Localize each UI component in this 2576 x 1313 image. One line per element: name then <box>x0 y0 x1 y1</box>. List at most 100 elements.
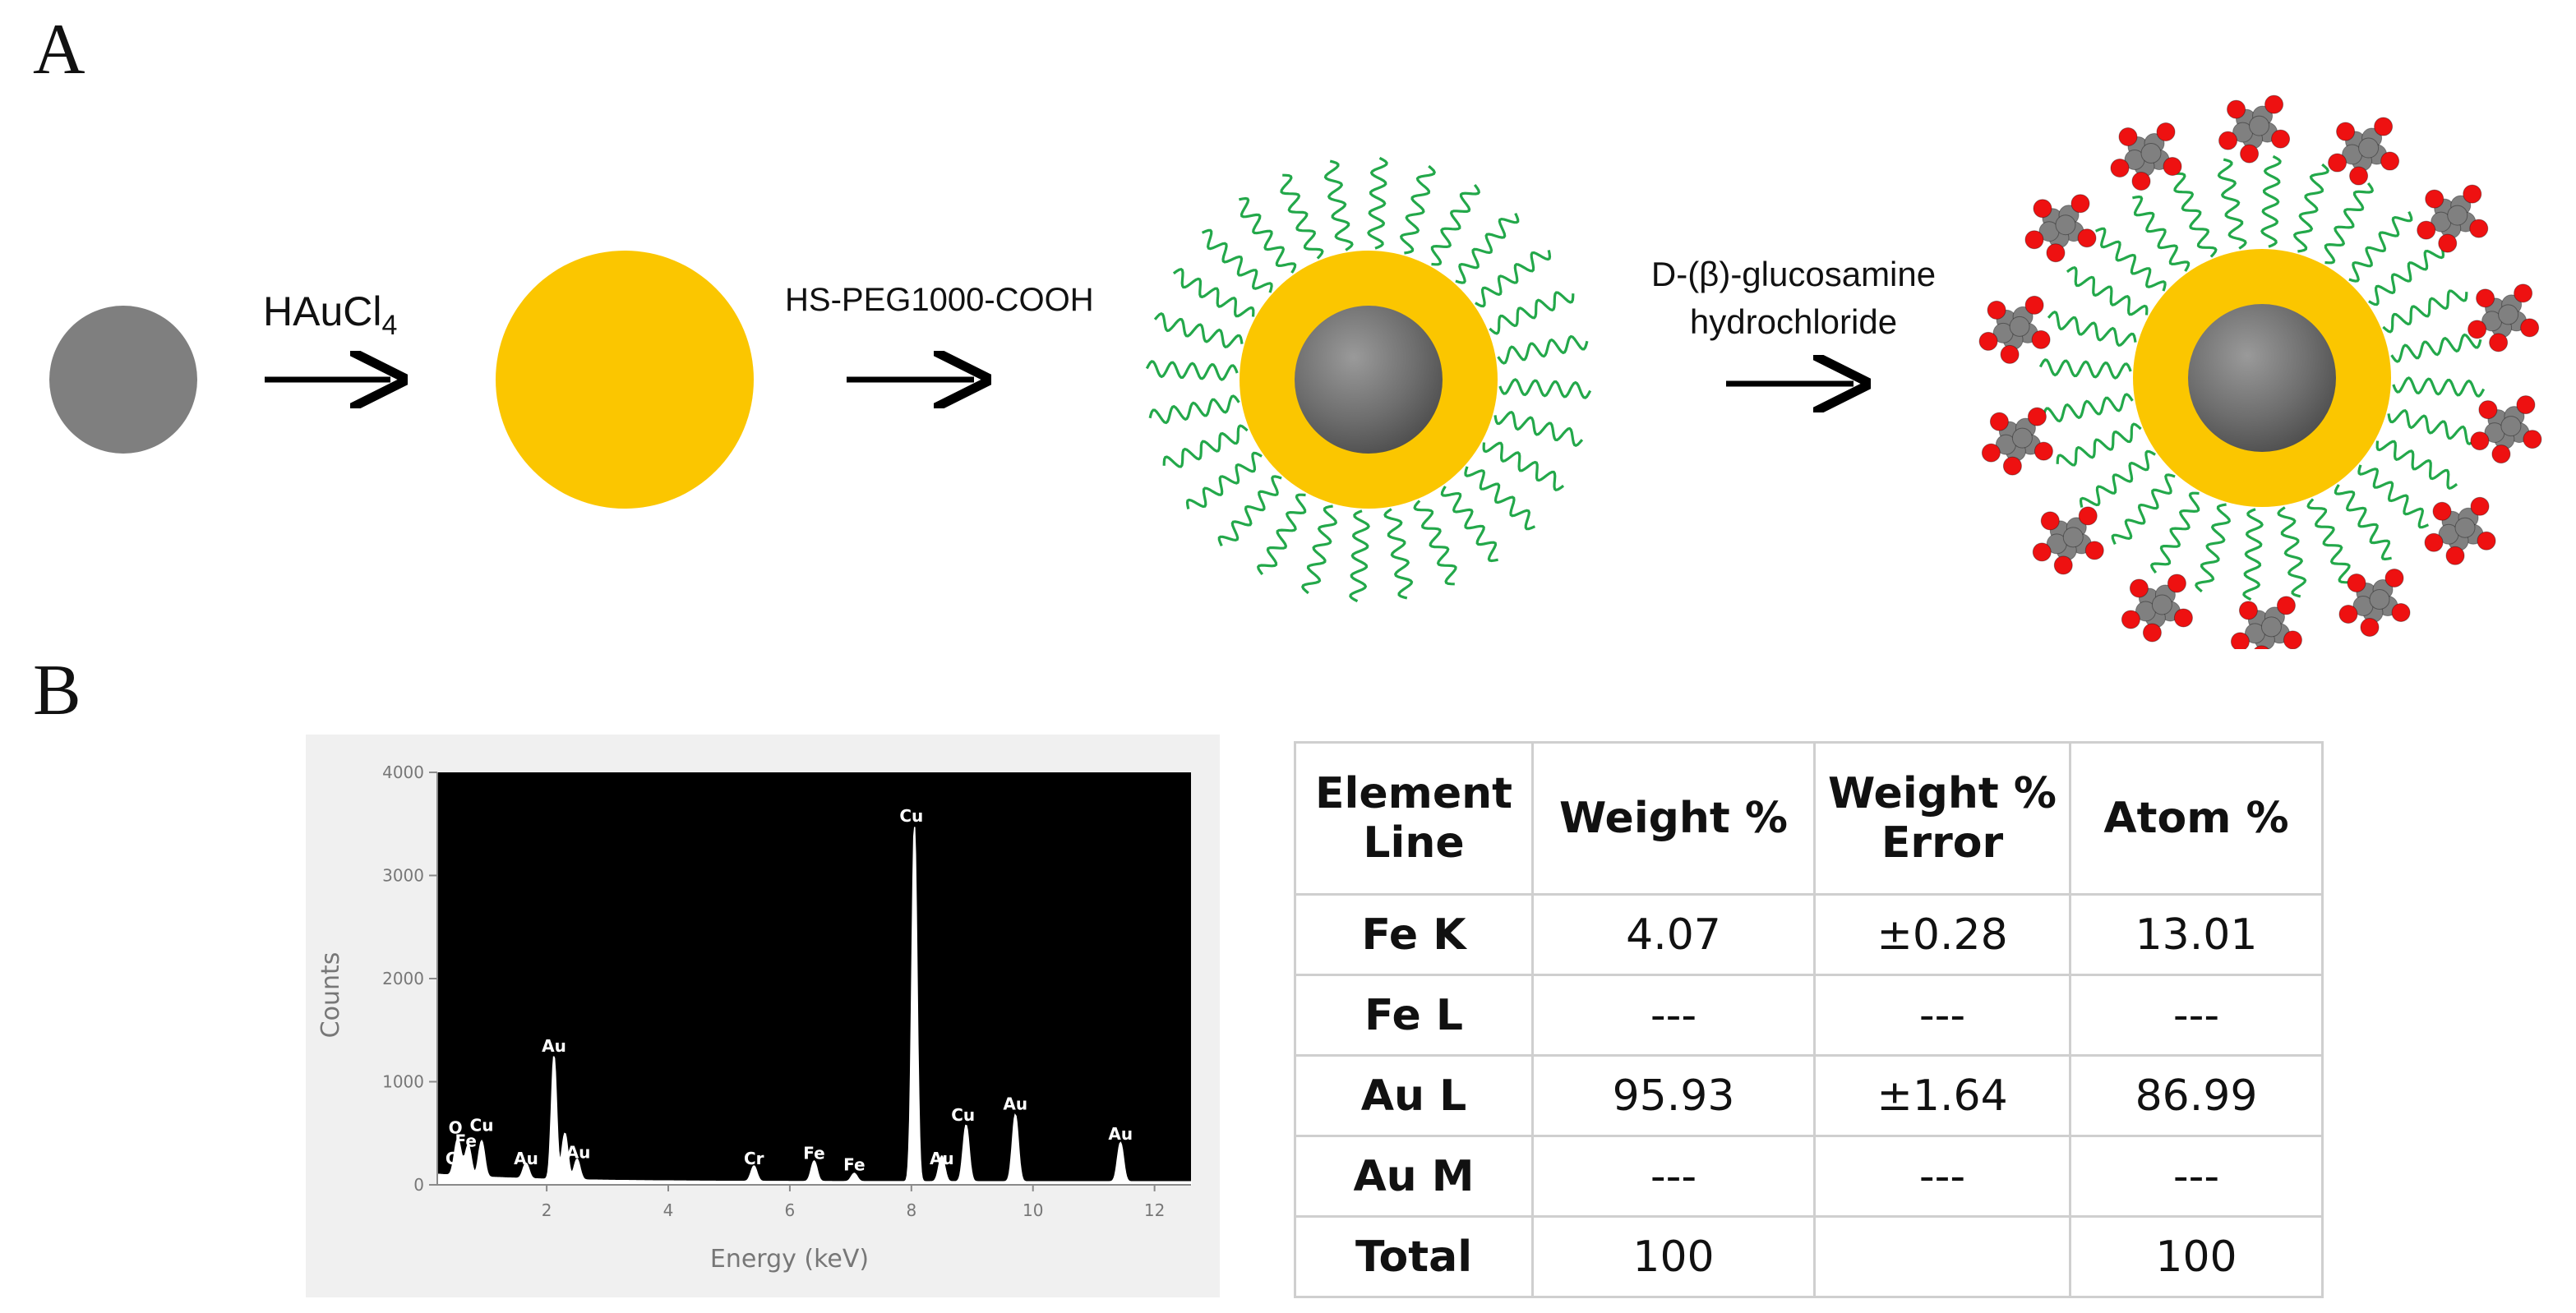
glucosamine-particle <box>1978 94 2542 649</box>
oxygen-atom <box>2156 122 2176 142</box>
panel-label-a: A <box>33 10 85 90</box>
oxygen-atom <box>2077 228 2097 248</box>
oxygen-atom <box>2173 608 2193 628</box>
peg-chain <box>1493 410 1584 447</box>
peg-chain <box>1464 466 1536 531</box>
cell-weight: --- <box>1531 1135 1816 1218</box>
oxygen-atom <box>2218 131 2238 150</box>
header-element-line-text: Element Line <box>1315 769 1512 868</box>
oxygen-atom <box>2468 320 2487 339</box>
glucosamine-molecule <box>2121 574 2193 643</box>
oxygen-atom <box>2118 127 2138 147</box>
eds-spectrum-chart: 0 1000 2000 3000 4000 2 4 6 8 10 12 Energy (keV) Cou… <box>316 762 1192 1274</box>
carbon-atom <box>2500 416 2522 437</box>
peak-label: O <box>449 1117 463 1137</box>
glucosamine-molecule <box>2470 395 2542 464</box>
reagent-glucosamine-line1: D-(β)-glucosamine <box>1650 255 1937 293</box>
oxygen-atom <box>2514 283 2533 303</box>
peg-chain <box>2387 408 2477 445</box>
oxygen-atom <box>2520 318 2540 338</box>
glucosamine-molecule <box>2024 194 2097 263</box>
oxygen-atom <box>2034 441 2053 461</box>
cell-atom: --- <box>2069 974 2324 1057</box>
oxygen-atom <box>2489 333 2509 352</box>
oxygen-atom <box>2276 596 2296 615</box>
oxygen-atom <box>2470 431 2490 451</box>
peg-chain <box>2038 358 2132 380</box>
oxygen-atom <box>2432 501 2452 521</box>
oxygen-atom <box>2523 430 2542 449</box>
oxygen-atom <box>2032 542 2052 562</box>
plot-area <box>437 772 1191 1185</box>
peg-chain <box>2217 158 2247 250</box>
x-tick-label: 6 <box>785 1200 796 1220</box>
oxygen-atom <box>2131 172 2151 191</box>
peg-chain <box>2375 440 2458 491</box>
y-tick-label: 2000 <box>382 969 424 988</box>
peg-chain <box>1153 312 1244 349</box>
cell-atom: 100 <box>2069 1215 2324 1298</box>
oxygen-atom <box>2040 511 2060 531</box>
peg-chain <box>1497 334 1589 365</box>
oxygen-atom <box>2424 532 2444 552</box>
carbon-atom <box>2009 316 2030 337</box>
peg-chain <box>2149 491 2200 574</box>
oxygen-atom <box>2046 243 2066 263</box>
peak-label: Cr <box>744 1149 764 1168</box>
oxygen-atom <box>2110 159 2130 178</box>
peak-label: Fe <box>843 1154 865 1174</box>
carbon-atom <box>2055 214 2076 236</box>
oxygen-atom <box>2360 617 2380 637</box>
cell-weight: 95.93 <box>1531 1054 1816 1137</box>
peg-chain <box>2132 195 2191 272</box>
peak-label: Fe <box>455 1131 477 1151</box>
peg-chain <box>2111 473 2176 546</box>
y-axis-label: Counts <box>316 952 345 1039</box>
oxygen-atom <box>2254 645 2269 649</box>
row-label: Fe K <box>1294 893 1534 976</box>
peg-chain <box>1301 504 1338 595</box>
peg-chain <box>1455 212 1520 284</box>
table-row: Fe K 4.07 ±0.28 13.01 <box>1294 893 2324 976</box>
peg-chain <box>1148 394 1240 425</box>
cell-weight: 100 <box>1531 1215 1816 1298</box>
glucosamine-molecule <box>2328 117 2400 186</box>
oxygen-atom <box>2384 568 2404 587</box>
synthesis-scheme <box>49 94 2542 649</box>
table-row: Fe L --- --- --- <box>1294 974 2324 1057</box>
eds-spectrum-panel: 0 1000 2000 3000 4000 2 4 6 8 10 12 Energy (keV) Cou… <box>306 735 1220 1297</box>
peg-chain <box>1489 291 1575 335</box>
row-label: Fe L <box>1294 974 1534 1057</box>
table-row: Total 100 100 <box>1294 1215 2324 1298</box>
peak-label: Au <box>514 1149 538 1168</box>
glucosamine-molecule <box>2218 94 2291 164</box>
oxygen-atom <box>2227 99 2246 119</box>
peg-chain <box>2292 163 2329 253</box>
glucosamine-molecule <box>2230 596 2302 649</box>
carbon-atom <box>2140 143 2162 164</box>
carbon-atom <box>2260 616 2282 638</box>
oxygen-atom <box>2478 400 2498 420</box>
oxygen-atom <box>2347 573 2366 592</box>
header-atom: Atom % <box>2069 741 2324 896</box>
carbon-atom <box>2447 205 2468 226</box>
glucosamine-molecule <box>1978 295 2051 364</box>
oxygen-atom <box>2349 166 2369 186</box>
peg-chain <box>2047 311 2137 348</box>
oxygen-atom <box>2336 122 2356 141</box>
peg-chain <box>2066 265 2149 316</box>
peg-chain <box>2306 498 2351 584</box>
peg-chain <box>2079 449 2156 508</box>
oxygen-atom <box>2002 456 2022 476</box>
reagent-glucosamine: D-(β)-glucosamine hydrochloride <box>1629 251 1958 346</box>
oxygen-atom <box>2516 395 2536 415</box>
oxygen-atom <box>2167 574 2186 593</box>
x-tick-label: 10 <box>1023 1200 1043 1220</box>
peak-label: Fe <box>803 1144 824 1163</box>
peg-chain <box>2056 422 2142 467</box>
peg-chain <box>2382 289 2468 334</box>
glucosamine-molecule <box>2417 184 2489 253</box>
peg-chain <box>2392 376 2486 398</box>
cell-atom: 86.99 <box>2069 1054 2324 1137</box>
x-tick-label: 12 <box>1144 1200 1165 1220</box>
